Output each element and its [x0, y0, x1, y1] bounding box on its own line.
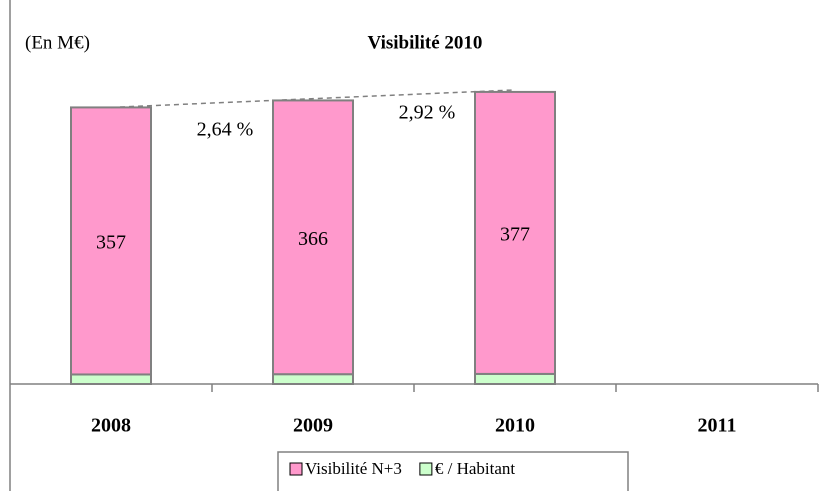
bar-segment — [272, 373, 354, 386]
bar-segment — [474, 90, 556, 375]
annotation: 2,64 % — [197, 119, 254, 141]
x-tick-label: 2011 — [698, 415, 737, 437]
annotation: 2,92 % — [399, 102, 456, 124]
unit-label: (En M€) — [25, 32, 90, 53]
legend-swatch — [289, 462, 303, 476]
legend-label: € / Habitant — [435, 459, 516, 478]
x-tick-label: 2010 — [495, 415, 535, 437]
value-label: 357 — [96, 232, 126, 254]
bar-segment — [474, 372, 556, 386]
legend-box — [277, 451, 629, 491]
bar-segment — [70, 373, 152, 385]
chart-title: Visibilité 2010 — [368, 32, 483, 53]
x-tick-label: 2009 — [293, 415, 333, 437]
legend-swatch — [419, 462, 433, 476]
bar-segment — [272, 99, 354, 376]
trend-line — [110, 89, 516, 109]
legend-label: Visibilité N+3 — [305, 459, 402, 478]
value-label: 377 — [500, 224, 530, 246]
x-tick-label: 2008 — [91, 415, 131, 437]
value-label: 366 — [298, 228, 328, 250]
bar-segment — [70, 106, 152, 376]
